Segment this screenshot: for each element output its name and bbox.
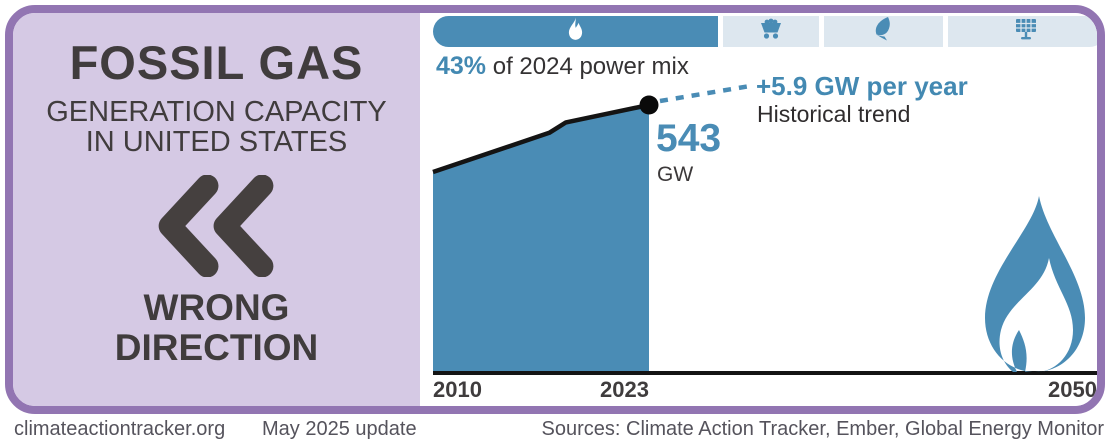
power-mix-percent: 43% xyxy=(436,52,487,80)
leaf-icon xyxy=(874,17,894,46)
coal-cart-icon xyxy=(758,18,784,45)
page-title: FOSSIL GAS xyxy=(69,36,364,89)
x-tick-2010: 2010 xyxy=(433,377,482,402)
trend-dashed-line xyxy=(659,83,751,104)
trend-annotation: +5.9 GW per year xyxy=(756,71,968,101)
footer-update-date: May 2025 update xyxy=(262,418,417,440)
power-mix-segment-coal xyxy=(722,16,820,47)
power-mix-segment-gas xyxy=(433,16,718,47)
footer-sources: Sources: Climate Action Tracker, Ember, … xyxy=(541,418,1104,440)
end-value-unit: GW xyxy=(657,163,694,186)
power-mix-caption-text: of 2024 power mix xyxy=(486,53,689,80)
chart-panel: 43% of 2024 power mix 543 GW +5.9 GW per… xyxy=(420,13,1097,406)
power-mix-bar xyxy=(433,16,1097,47)
area-fill xyxy=(433,105,649,373)
direction-line-1: WRONG xyxy=(143,287,290,329)
left-panel: FOSSIL GAS GENERATION CAPACITY IN UNITED… xyxy=(13,13,420,406)
page-subtitle: GENERATION CAPACITY IN UNITED STATES xyxy=(13,97,420,157)
x-tick-2050: 2050 xyxy=(1048,377,1097,402)
subtitle-line-2: IN UNITED STATES xyxy=(85,126,348,159)
end-value-label: 543 xyxy=(656,117,722,160)
gas-flame-icon xyxy=(567,17,584,46)
power-mix-caption: 43% of 2024 power mix xyxy=(436,52,689,81)
footer: climateactiontracker.org May 2025 update… xyxy=(0,418,1110,444)
direction-line-2: DIRECTION xyxy=(114,326,319,368)
footer-site-url: climateactiontracker.org xyxy=(14,418,226,440)
gas-flame-logo xyxy=(985,196,1085,372)
power-mix-segment-bioenergy xyxy=(824,16,943,47)
capacity-area-chart xyxy=(432,83,1097,375)
power-mix-segment-solar xyxy=(947,16,1097,47)
trend-annotation-sub: Historical trend xyxy=(757,101,911,127)
end-point-dot xyxy=(639,95,659,115)
direction-label: WRONG DIRECTION xyxy=(13,287,420,368)
subtitle-line-1: GENERATION CAPACITY xyxy=(46,96,387,128)
infographic-card: FOSSIL GAS GENERATION CAPACITY IN UNITED… xyxy=(5,5,1105,414)
double-chevron-left-icon xyxy=(13,174,420,282)
capacity-line xyxy=(432,102,650,175)
solar-panel-icon xyxy=(1013,18,1039,45)
x-tick-2023: 2023 xyxy=(600,377,649,402)
